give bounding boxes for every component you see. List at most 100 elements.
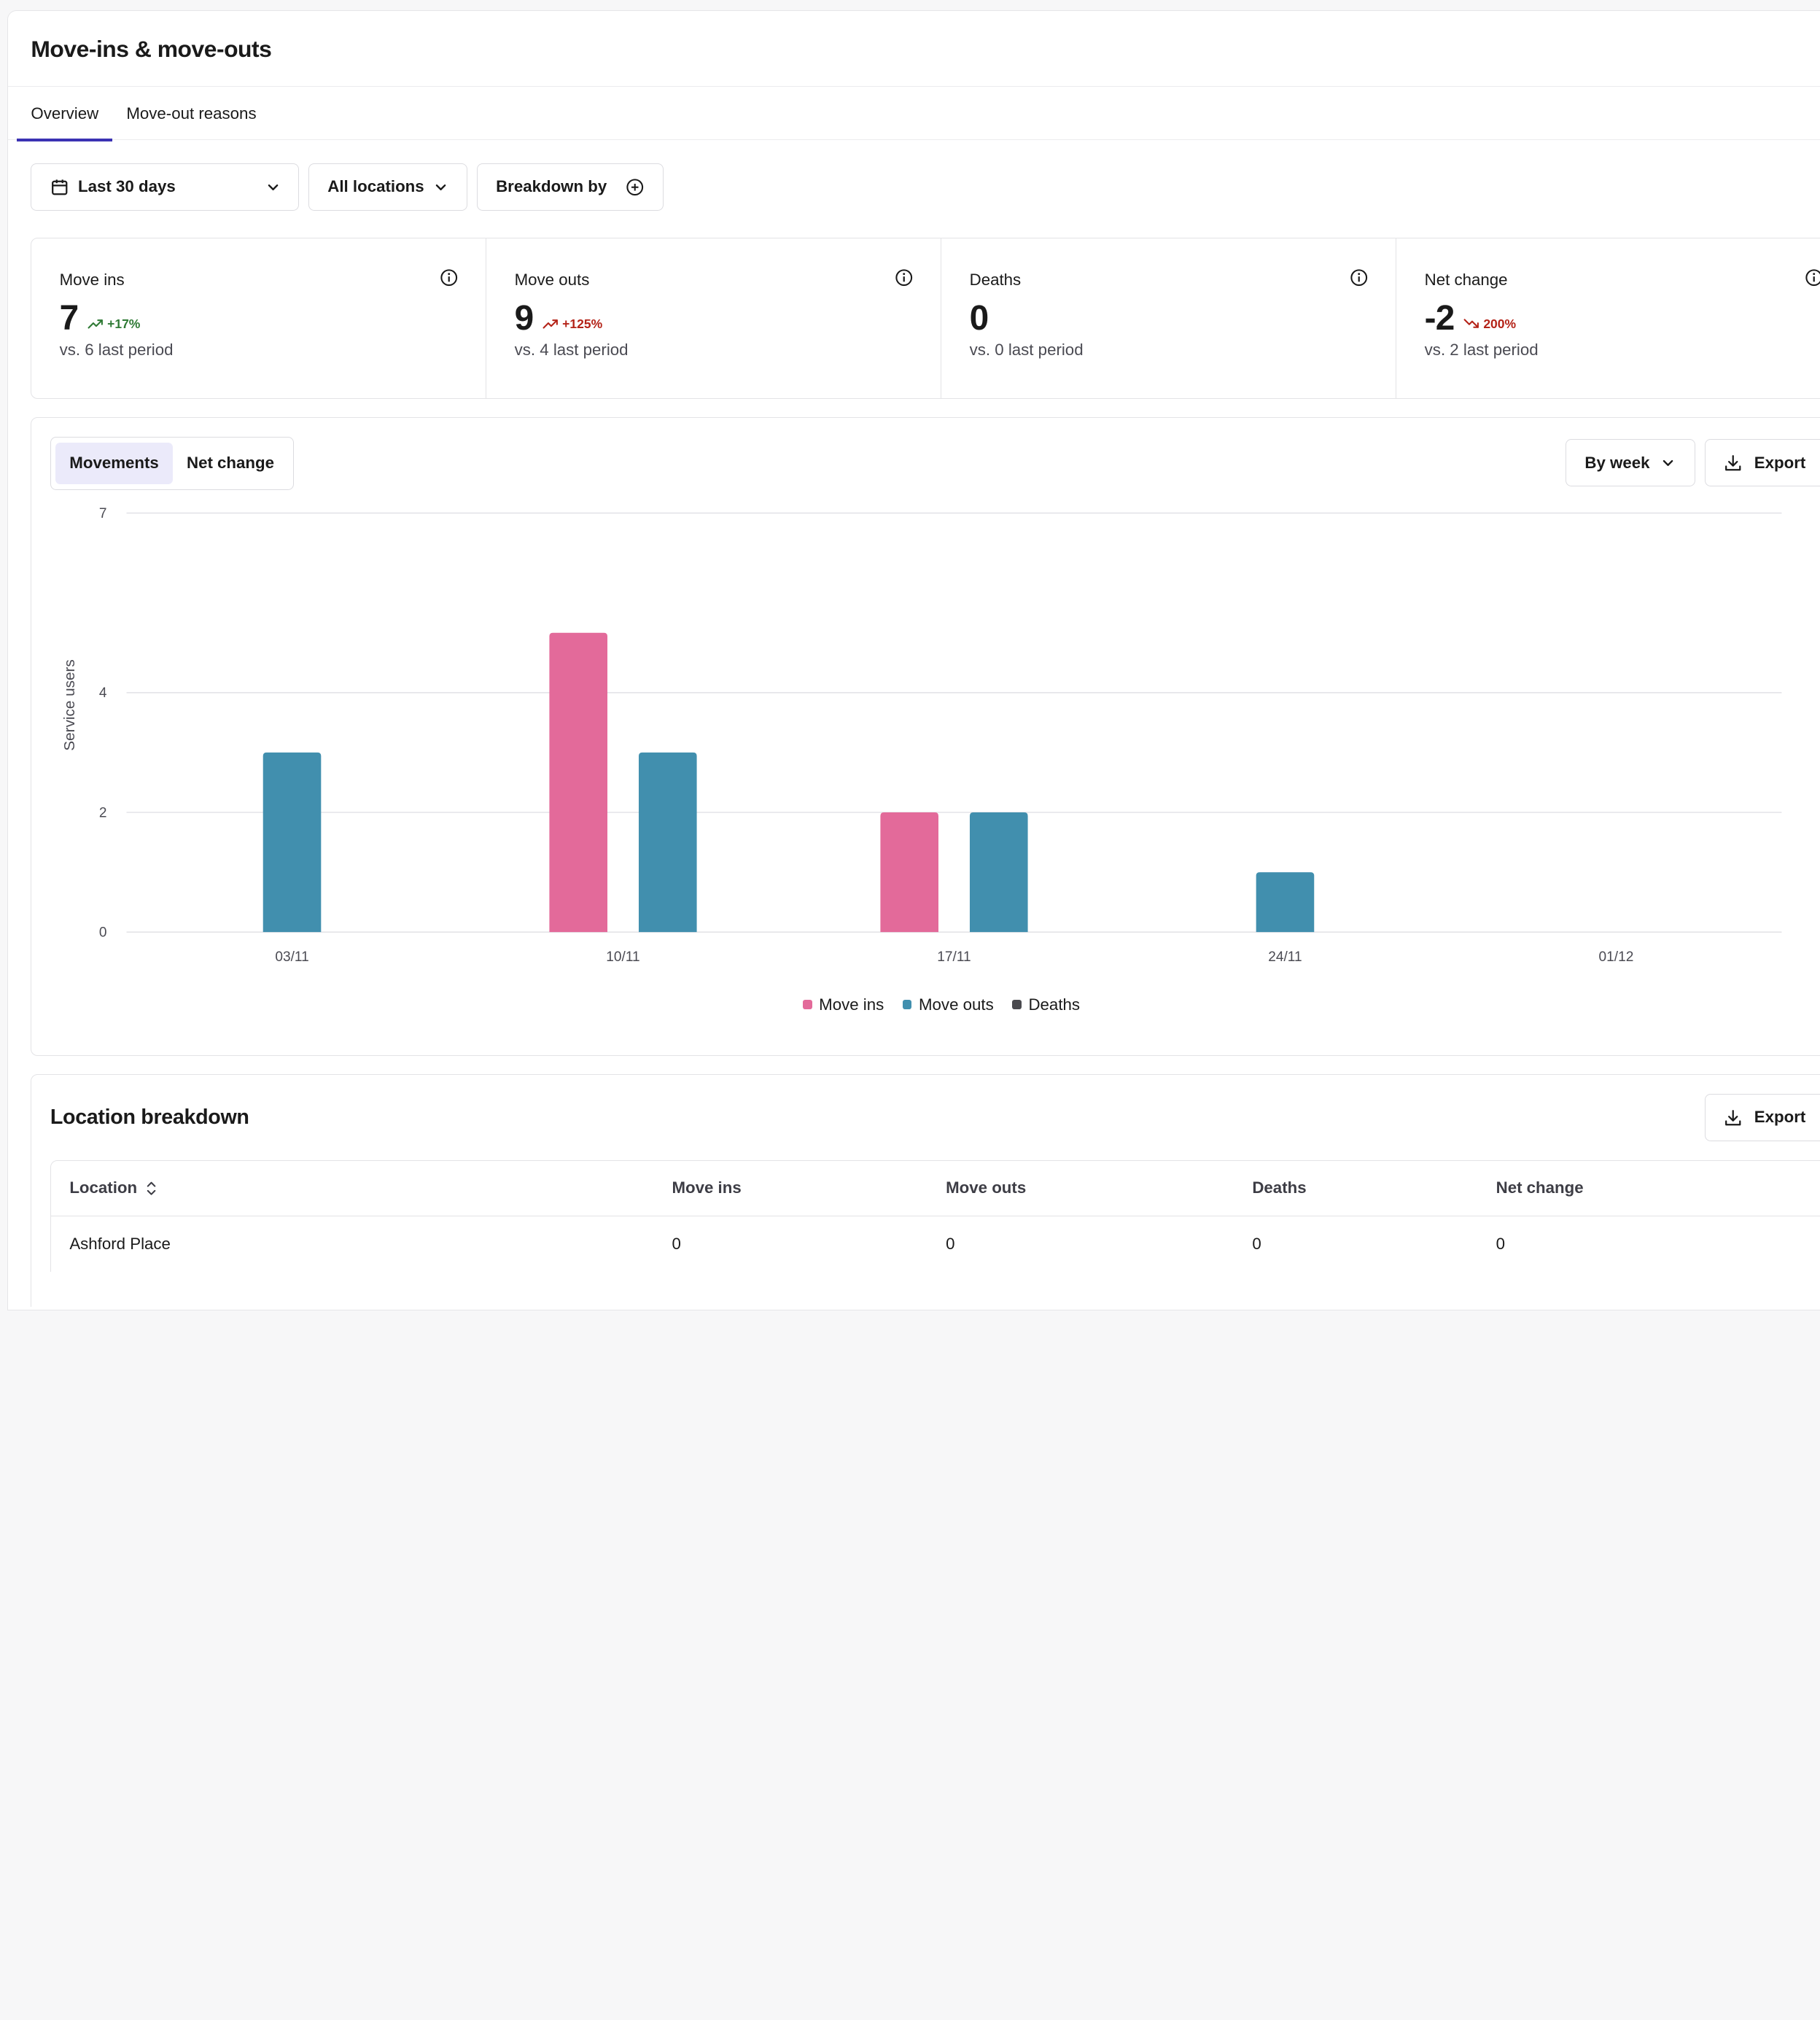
cell-deaths: 0 <box>1252 1235 1261 1254</box>
x-tick-label: 03/11 <box>276 949 309 965</box>
movements-bar-chart: 0 2 4 7 Service users 03/11 10/11 17/11 24/11 01/… <box>61 506 1782 965</box>
column-header-location[interactable]: Location <box>51 1178 653 1197</box>
x-tick-label: 10/11 <box>607 949 640 965</box>
tab-move-out-reasons[interactable]: Move-out reasons <box>126 104 257 123</box>
legend-swatch <box>1012 1000 1022 1009</box>
location-export-label: Export <box>1754 1108 1806 1127</box>
date-range-label: Last 30 days <box>78 177 176 196</box>
stat-label: Net change <box>1424 271 1508 290</box>
stat-move-ins: Move ins 7 +17% vs. 6 last period <box>31 238 487 398</box>
chevron-down-icon <box>436 184 446 190</box>
stat-label: Move outs <box>514 271 590 290</box>
trending-down-icon <box>1463 319 1479 328</box>
interval-dropdown[interactable]: By week <box>1565 439 1696 487</box>
x-tick-label: 24/11 <box>1269 949 1302 965</box>
cell-move-outs: 0 <box>946 1235 955 1254</box>
breakdown-by-label: Breakdown by <box>496 177 607 196</box>
info-icon[interactable] <box>1350 268 1368 287</box>
cell-move-ins: 0 <box>672 1235 681 1254</box>
stat-deaths: Deaths 0 vs. 0 last period <box>941 238 1397 398</box>
column-header-move-ins[interactable]: Move ins <box>672 1178 742 1197</box>
legend-item-move-outs[interactable]: Move outs <box>902 995 994 1014</box>
info-icon[interactable] <box>440 268 458 287</box>
cell-net-change: 0 <box>1496 1235 1505 1254</box>
stat-comparison: vs. 6 last period <box>59 341 174 360</box>
move-ins-page: Move-ins & move-outs Overview Move-out r… <box>7 10 1820 1311</box>
legend-label: Move outs <box>919 995 994 1014</box>
sort-icon <box>147 1181 155 1195</box>
calendar-icon <box>51 179 68 195</box>
tab-bar: Overview Move-out reasons <box>7 87 1820 141</box>
x-tick-label: 01/12 <box>1599 949 1634 965</box>
location-table: Location Move ins Move outs Deaths Net c… <box>50 1159 1820 1273</box>
movements-chart-card: Movements Net change By week Export 0 2 4 7… <box>31 417 1820 1056</box>
net-change-toggle[interactable]: Net change <box>186 454 274 473</box>
legend-item-move-ins[interactable]: Move ins <box>802 995 884 1014</box>
filter-bar: Last 30 days All locations Breakdown by <box>8 140 1820 211</box>
info-icon[interactable] <box>1805 268 1820 287</box>
download-icon <box>1725 1109 1741 1126</box>
interval-label: By week <box>1584 453 1650 472</box>
chart-export-button[interactable]: Export <box>1704 439 1820 487</box>
bar-move-ins <box>549 633 608 933</box>
plus-circle-icon <box>626 179 644 195</box>
legend-label: Deaths <box>1028 995 1081 1014</box>
breakdown-by-button[interactable]: Breakdown by <box>476 163 664 211</box>
stat-label: Move ins <box>59 271 125 290</box>
legend-item-deaths[interactable]: Deaths <box>1012 995 1080 1014</box>
y-tick-label: 2 <box>99 806 107 821</box>
legend-swatch <box>802 1000 812 1009</box>
column-header-deaths[interactable]: Deaths <box>1252 1178 1307 1197</box>
summary-stats: Move ins 7 +17% vs. 6 last period Move <box>31 237 1820 399</box>
stat-delta: +125% <box>542 316 602 332</box>
stat-comparison: vs. 0 last period <box>969 341 1084 360</box>
stat-value: 9 <box>514 299 534 338</box>
chart-actions: By week Export <box>1565 439 1820 487</box>
bar-move-outs <box>263 753 322 933</box>
table-header-row: Location Move ins Move outs Deaths Net c… <box>50 1161 1820 1216</box>
bar-move-outs <box>1256 872 1315 933</box>
x-tick-label: 17/11 <box>938 949 971 965</box>
stat-comparison: vs. 4 last period <box>514 341 629 360</box>
bar-move-ins <box>880 812 939 933</box>
stat-move-outs: Move outs 9 +125% vs. 4 last period <box>486 238 942 398</box>
section-title: Location breakdown <box>50 1105 249 1129</box>
download-icon <box>1725 454 1741 471</box>
y-tick-label: 0 <box>99 925 107 941</box>
chevron-down-icon <box>1663 460 1673 467</box>
locations-dropdown[interactable]: All locations <box>308 163 467 211</box>
tab-overview[interactable]: Overview <box>17 87 113 141</box>
stat-delta: 200% <box>1463 316 1516 332</box>
stat-delta: +17% <box>88 316 140 332</box>
stat-value: -2 <box>1424 299 1455 338</box>
date-range-dropdown[interactable]: Last 30 days <box>31 163 300 211</box>
y-tick-label: 4 <box>99 686 107 702</box>
page-title: Move-ins & move-outs <box>31 35 272 62</box>
column-header-move-outs[interactable]: Move outs <box>946 1178 1027 1197</box>
location-breakdown-card: Location breakdown Export Location Move … <box>31 1074 1820 1307</box>
y-axis-label: Service users <box>61 660 78 751</box>
movements-toggle[interactable]: Movements <box>55 442 173 485</box>
info-icon[interactable] <box>895 268 913 287</box>
stat-value: 0 <box>969 299 989 338</box>
bar-move-outs <box>639 753 697 933</box>
legend-label: Move ins <box>819 995 884 1014</box>
table-row[interactable]: Ashford Place 0 0 0 0 <box>51 1216 1820 1272</box>
legend-swatch <box>902 1000 912 1009</box>
locations-label: All locations <box>327 177 424 196</box>
bar-move-outs <box>970 812 1028 933</box>
stat-label: Deaths <box>969 271 1022 290</box>
chart-export-label: Export <box>1754 453 1806 472</box>
chart-legend: Move ins Move outs Deaths <box>31 995 1820 1014</box>
cell-location: Ashford Place <box>69 1235 171 1254</box>
location-export-button[interactable]: Export <box>1704 1093 1820 1142</box>
column-header-net-change[interactable]: Net change <box>1496 1178 1584 1197</box>
stat-value: 7 <box>59 299 79 338</box>
page-header: Move-ins & move-outs <box>7 11 1820 87</box>
trending-up-icon <box>88 319 104 329</box>
stat-comparison: vs. 2 last period <box>1424 341 1539 360</box>
chart-view-toggle: Movements Net change <box>50 436 295 491</box>
trending-up-icon <box>542 319 559 329</box>
chevron-down-icon <box>268 184 278 190</box>
stat-net-change: Net change -2 200% vs. 2 last period <box>1396 238 1820 398</box>
